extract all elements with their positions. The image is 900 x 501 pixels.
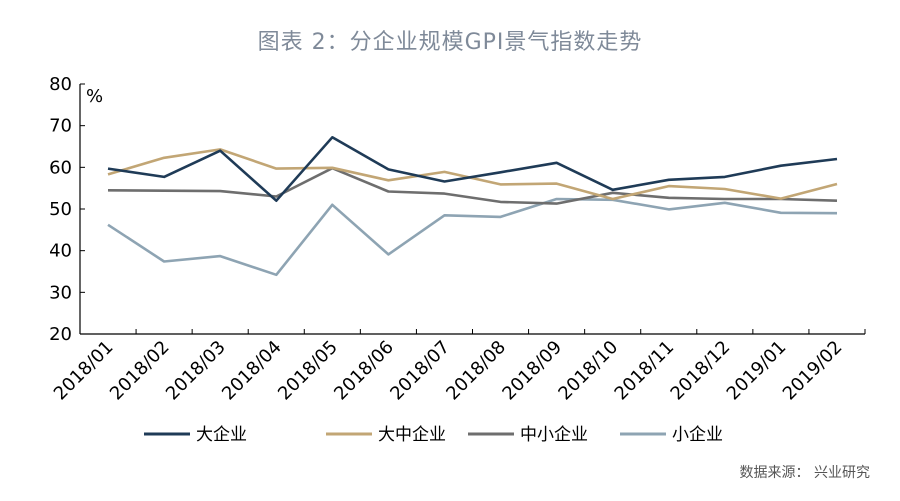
chart-title: 图表 2：分企业规模GPI景气指数走势 — [257, 30, 643, 55]
legend-label: 大企业 — [196, 425, 247, 445]
legend-label: 大中企业 — [378, 425, 446, 445]
x-tick-label: 2019/01 — [723, 337, 791, 405]
y-unit-label: % — [86, 86, 103, 107]
y-tick-label: 20 — [49, 324, 72, 345]
series-line — [107, 197, 838, 277]
y-tick-label: 60 — [49, 157, 72, 178]
legend: 大企业 大中企业 中小企业 小企业 — [144, 425, 723, 445]
legend-label: 中小企业 — [520, 425, 588, 445]
x-tick-label: 2018/01 — [50, 337, 118, 405]
series-line — [107, 136, 838, 202]
x-tick-label: 2019/02 — [779, 337, 847, 405]
y-tick-label: 80 — [49, 74, 72, 95]
y-tick-label: 50 — [49, 199, 72, 220]
legend-label: 小企业 — [672, 425, 723, 445]
x-tick-label: 2018/05 — [274, 337, 342, 405]
x-tick-label: 2018/07 — [386, 337, 454, 405]
x-tick-label: 2018/08 — [442, 337, 510, 405]
y-tick-label: 30 — [49, 282, 72, 303]
axes — [79, 83, 866, 335]
source-note: 数据来源： 兴业研究 — [739, 465, 870, 481]
x-tick-label: 2018/09 — [498, 337, 566, 405]
series-line — [107, 166, 838, 205]
x-tick-label: 2018/02 — [106, 337, 174, 405]
x-tick-label: 2018/03 — [162, 337, 230, 405]
x-tick-label: 2018/12 — [667, 337, 735, 405]
x-tick-label: 2018/11 — [611, 337, 679, 405]
x-tick-label: 2018/10 — [554, 337, 622, 405]
y-tick-label: 40 — [49, 241, 72, 262]
tick-labels: 20304050607080%2018/012018/022018/032018… — [49, 74, 846, 404]
x-tick-label: 2018/04 — [218, 337, 286, 405]
series-lines — [107, 136, 838, 277]
y-tick-label: 70 — [49, 116, 72, 137]
x-tick-label: 2018/06 — [330, 337, 398, 405]
